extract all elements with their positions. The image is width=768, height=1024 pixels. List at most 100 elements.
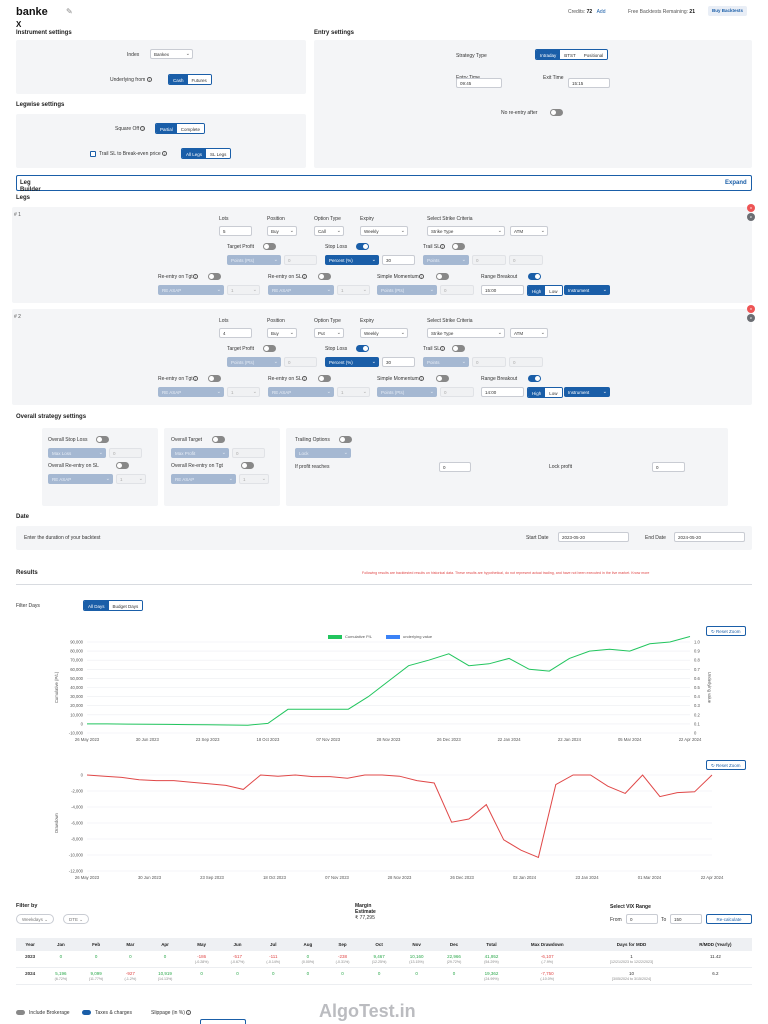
overall-tgt-input[interactable]: 0 [232,448,265,458]
taxes-toggle[interactable] [82,1010,91,1015]
exit-time-input[interactable]: 15:15 [568,78,610,88]
copy-leg-icon[interactable]: c [747,314,755,322]
underlying-futures[interactable]: Futures [187,75,211,84]
expiry-select[interactable]: Weekly ⌄ [360,226,408,236]
target-profit-select[interactable]: Points (Pts) ⌄ [227,357,281,367]
reset-zoom-button[interactable]: ↻ Reset Zoom [706,626,746,636]
cumulative-pl-chart[interactable]: -10,000 0 10,000 20,000 30,000 40,000 50,000 60… [0,628,768,750]
trailing-select[interactable]: Lock ⌄ [295,448,351,458]
lock-profit-input[interactable]: 0 [652,462,685,472]
buy-backtests-button[interactable]: Buy Backtests [708,6,748,16]
reentry-sl-toggle[interactable] [318,375,331,382]
reset-zoom-button[interactable]: ↻ Reset Zoom [706,760,746,770]
lots-input[interactable]: 5 [219,226,252,236]
brokerage-toggle[interactable] [16,1010,25,1015]
position-select[interactable]: Buy ⌄ [267,226,297,236]
reentry-sl-select[interactable]: RE ASAP ⌄ [268,285,334,295]
expiry-select[interactable]: Weekly ⌄ [360,328,408,338]
trail-sl-y[interactable]: 0 [509,357,543,367]
index-select[interactable]: Bankex ⌄ [150,49,193,59]
vix-from-input[interactable]: 0 [626,914,658,924]
range-high[interactable]: High [528,286,546,295]
end-date-input[interactable]: 2024-05-20 [674,532,745,542]
add-credits-link[interactable]: Add [596,9,606,15]
overall-sl-toggle[interactable] [96,436,109,443]
target-profit-select[interactable]: Points (Pts) ⌄ [227,255,281,265]
trail-sl-toggle[interactable] [452,345,465,352]
recalculate-button[interactable]: Re-calculate [706,914,752,924]
dte-select[interactable]: DTE ⌄ [63,914,90,924]
edit-icon[interactable]: ✎ [66,7,73,16]
option-type-select[interactable]: Put ⌄ [314,328,344,338]
square-off-toggle[interactable]: Partial Complete [155,123,206,134]
range-time-input[interactable]: 15:00 [481,285,524,295]
trail-sl-x[interactable]: 0 [472,357,506,367]
range-instrument-select[interactable]: Instrument ⌄ [564,387,610,397]
range-high-low[interactable]: High Low [527,387,563,398]
overall-re-sl-select[interactable]: RE ASAP ⌄ [48,474,113,484]
stop-loss-input[interactable]: 30 [382,255,415,265]
reentry-after-toggle[interactable] [550,109,563,116]
trail-sl-select[interactable]: Points ⌄ [423,255,469,265]
trail-sl-x[interactable]: 0 [472,255,506,265]
target-profit-toggle[interactable] [263,243,276,250]
stop-loss-select[interactable]: Percent (%) ⌄ [325,255,379,265]
range-time-input[interactable]: 14:00 [481,387,524,397]
delete-leg-icon[interactable]: x [747,305,755,313]
trail-sl-toggle[interactable] [452,243,465,250]
reentry-tgt-select[interactable]: RE ASAP ⌄ [158,387,224,397]
drawdown-chart[interactable]: -12,000 -10,000 -8,000 -6,000 -4,000 -2,000 0 D… [0,766,768,884]
momentum-toggle[interactable] [436,375,449,382]
overall-tgt-select[interactable]: Max Profit ⌄ [171,448,229,458]
strategy-btst[interactable]: BTST [560,50,580,59]
range-high-low[interactable]: High Low [527,285,563,296]
close-icon[interactable]: X [16,20,22,29]
target-profit-input[interactable]: 0 [284,255,317,265]
range-instrument-select[interactable]: Instrument ⌄ [564,285,610,295]
strike-value-select[interactable]: ATM ⌄ [510,328,548,338]
strike-type-select[interactable]: Strike Type ⌄ [427,226,505,236]
trail-sl-y[interactable]: 0 [509,255,543,265]
strategy-positional[interactable]: Positional [579,50,608,59]
stop-loss-toggle[interactable] [356,345,369,352]
stop-loss-toggle[interactable] [356,243,369,250]
trail-toggle[interactable]: All Legs SL Legs [181,148,232,159]
reentry-sl-toggle[interactable] [318,273,331,280]
momentum-input[interactable]: 0 [440,285,474,295]
start-date-input[interactable]: 2023-05-20 [558,532,629,542]
momentum-select[interactable]: Points (Pts) ⌄ [377,285,437,295]
overall-re-sl-count[interactable]: 1 ⌄ [116,474,146,484]
overall-re-tgt-toggle[interactable] [241,462,254,469]
legend-label[interactable]: Cumulative P/L [345,634,373,639]
overall-sl-select[interactable]: Max Loss ⌄ [48,448,106,458]
underlying-cash[interactable]: Cash [169,75,188,84]
if-profit-input[interactable]: 0 [439,462,471,472]
trail-sl-select[interactable]: Points ⌄ [423,357,469,367]
underlying-toggle[interactable]: Cash Futures [168,74,212,85]
reentry-tgt-count[interactable]: 1 ⌄ [227,387,260,397]
reentry-tgt-count[interactable]: 1 ⌄ [227,285,260,295]
strike-type-select[interactable]: Strike Type ⌄ [427,328,505,338]
range-low[interactable]: Low [545,388,562,397]
legend-label[interactable]: underlying value [403,634,433,639]
filter-all-days[interactable]: All Days [84,601,109,610]
option-type-select[interactable]: Call ⌄ [314,226,344,236]
filter-budget-days[interactable]: Budget Days [108,601,143,610]
know-more-link[interactable]: Know more [631,571,650,575]
reentry-sl-select[interactable]: RE ASAP ⌄ [268,387,334,397]
target-profit-toggle[interactable] [263,345,276,352]
trail-checkbox[interactable] [90,151,96,157]
range-low[interactable]: Low [545,286,562,295]
reentry-tgt-toggle[interactable] [208,273,221,280]
copy-leg-icon[interactable]: c [747,213,755,221]
reentry-sl-count[interactable]: 1 ⌄ [337,285,370,295]
square-off-complete[interactable]: Complete [176,124,205,133]
trail-sl-legs[interactable]: SL Legs [206,149,231,158]
expand-link[interactable]: Expand [725,180,747,186]
strategy-type-toggle[interactable]: Intraday BTST Positional [535,49,609,60]
strategy-intraday[interactable]: Intraday [536,50,561,59]
trail-all-legs[interactable]: All Legs [182,149,207,158]
trailing-toggle[interactable] [339,436,352,443]
overall-re-sl-toggle[interactable] [116,462,129,469]
footer-button[interactable] [200,1019,246,1024]
